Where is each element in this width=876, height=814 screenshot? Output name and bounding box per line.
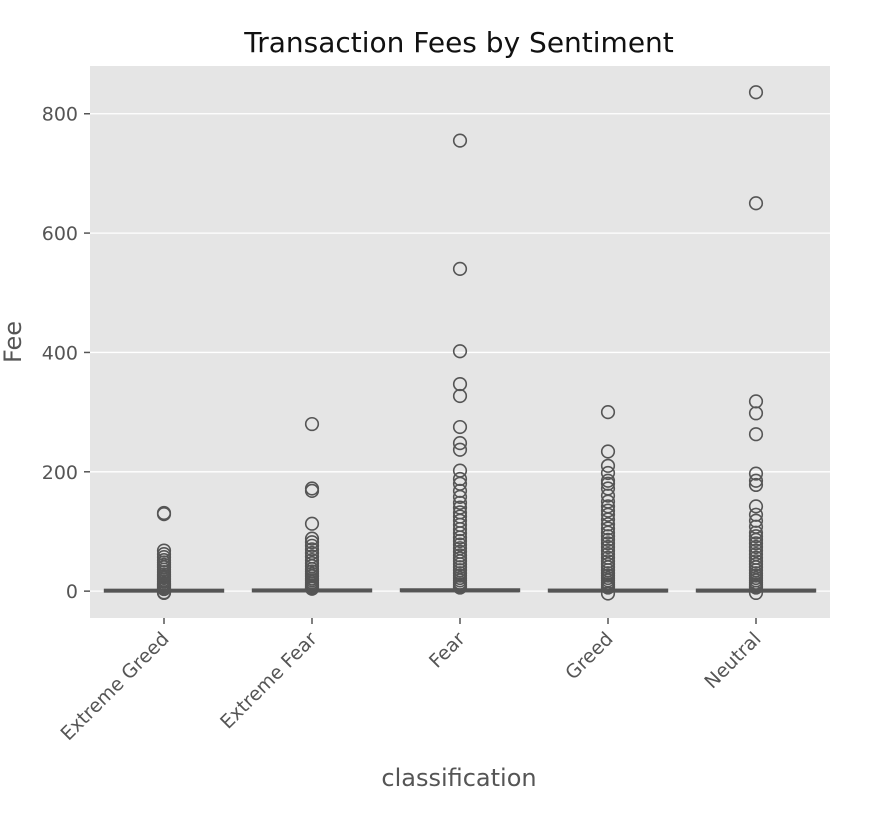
y-tick-label-2: 400 (42, 342, 78, 364)
outlier-4-13 (748, 529, 764, 544)
outlier-2-13 (452, 495, 468, 510)
outlier-3-14 (600, 521, 616, 536)
outlier-points (156, 85, 764, 601)
outlier-0-23 (156, 585, 172, 601)
outlier-3-35 (600, 586, 616, 601)
outlier-2-6 (452, 436, 468, 451)
outlier-3-10 (600, 503, 616, 518)
outlier-2-20 (452, 526, 468, 541)
outlier-3-11 (600, 507, 616, 522)
y-axis-label: Fee (0, 321, 27, 363)
y-axis-ticks: 0 200 400 600 800 (42, 104, 90, 603)
outlier-2-2 (452, 344, 468, 359)
outlier-3-20 (600, 543, 616, 558)
y-tick-label-0: 0 (66, 581, 78, 603)
outlier-4-15 (748, 536, 764, 551)
outlier-3-1 (600, 444, 616, 459)
outlier-4-7 (748, 477, 764, 493)
outlier-2-12 (452, 489, 468, 504)
outlier-3-15 (600, 525, 616, 540)
outlier-4-32 (748, 585, 764, 601)
outlier-2-21 (452, 530, 468, 545)
outlier-4-1 (748, 196, 764, 211)
outlier-3-2 (600, 458, 616, 473)
outlier-4-6 (748, 473, 764, 488)
outlier-4-5 (748, 466, 764, 481)
outlier-1-5 (304, 535, 320, 550)
outlier-2-39 (452, 580, 468, 595)
outlier-4-31 (748, 580, 764, 595)
outlier-0-21 (156, 581, 172, 597)
outlier-3-0 (600, 405, 616, 420)
outlier-3-19 (600, 539, 616, 555)
outlier-0-1 (156, 507, 172, 522)
y-tick-label-3: 600 (42, 223, 78, 245)
outlier-1-6 (304, 538, 320, 553)
outlier-1-4 (304, 531, 320, 546)
outlier-4-14 (748, 532, 764, 547)
outlier-4-4 (748, 427, 764, 442)
outlier-2-0 (452, 133, 468, 148)
outlier-4-3 (748, 406, 764, 421)
outlier-3-16 (600, 529, 616, 544)
outlier-2-4 (452, 388, 468, 404)
outlier-3-18 (600, 536, 616, 551)
outlier-4-16 (748, 539, 764, 555)
outlier-1-24 (304, 581, 320, 596)
y-tick-label-1: 200 (42, 462, 78, 484)
outlier-2-22 (452, 533, 468, 549)
outlier-3-34 (600, 580, 616, 595)
outlier-4-0 (748, 85, 764, 100)
outlier-4-8 (748, 499, 764, 514)
outlier-1-0 (304, 416, 320, 432)
y-tick-label-4: 800 (42, 104, 78, 126)
outlier-3-7 (600, 488, 616, 503)
outlier-1-3 (304, 516, 320, 531)
outlier-4-12 (748, 525, 764, 540)
outlier-2-5 (452, 419, 468, 435)
outlier-2-23 (452, 537, 468, 552)
outlier-2-1 (452, 261, 468, 276)
outlier-2-7 (452, 442, 468, 457)
outlier-1-7 (304, 542, 320, 557)
chart-title: Transaction Fees by Sentiment (243, 26, 674, 59)
outlier-3-3 (600, 465, 616, 481)
outlier-4-17 (748, 543, 764, 558)
x-axis-label: classification (381, 764, 536, 792)
outlier-1-2 (304, 483, 320, 498)
outlier-3-17 (600, 532, 616, 547)
plot-area (90, 66, 830, 618)
